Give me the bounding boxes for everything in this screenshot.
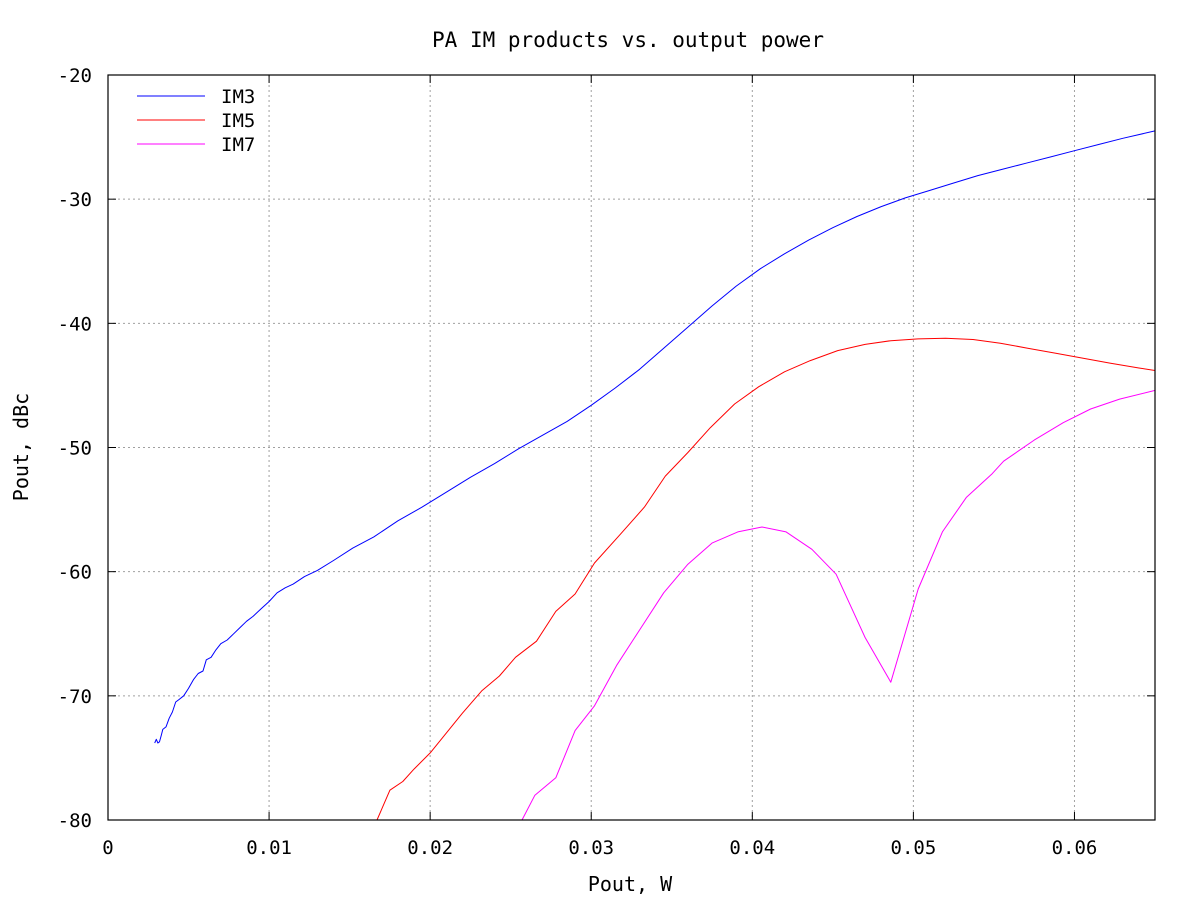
x-tick-label: 0 — [102, 837, 113, 859]
legend-label-im5: IM5 — [221, 110, 255, 132]
x-tick-label: 0.01 — [246, 837, 292, 859]
y-tick-label: -50 — [58, 438, 92, 460]
legend-label-im7: IM7 — [221, 134, 255, 156]
y-tick-label: -20 — [58, 65, 92, 87]
y-tick-label: -70 — [58, 686, 92, 708]
series-line-im7 — [521, 389, 1156, 821]
chart-title: PA IM products vs. output power — [432, 28, 824, 52]
x-tick-label: 0.03 — [568, 837, 614, 859]
x-tick-label: 0.02 — [407, 837, 453, 859]
y-tick-label: -30 — [58, 189, 92, 211]
y-axis-title: Pout, dBc — [9, 393, 33, 501]
series-line-im3 — [154, 130, 1156, 744]
x-axis-title: Pout, W — [588, 872, 673, 896]
series-layer — [154, 130, 1156, 821]
x-tick-label: 0.06 — [1052, 837, 1098, 859]
y-tick-label: -60 — [58, 562, 92, 584]
legend-label-im3: IM3 — [221, 86, 255, 108]
x-tick-label: 0.04 — [729, 837, 775, 859]
grid — [108, 75, 1155, 820]
y-tick-label: -80 — [58, 810, 92, 832]
y-tick-label: -40 — [58, 313, 92, 335]
ticks: 0 0.01 0.02 0.03 0.04 0.05 0.06 -80 -70 -60 -50 -40… — [58, 65, 1155, 859]
series-line-im5 — [376, 337, 1156, 821]
x-tick-label: 0.05 — [891, 837, 937, 859]
